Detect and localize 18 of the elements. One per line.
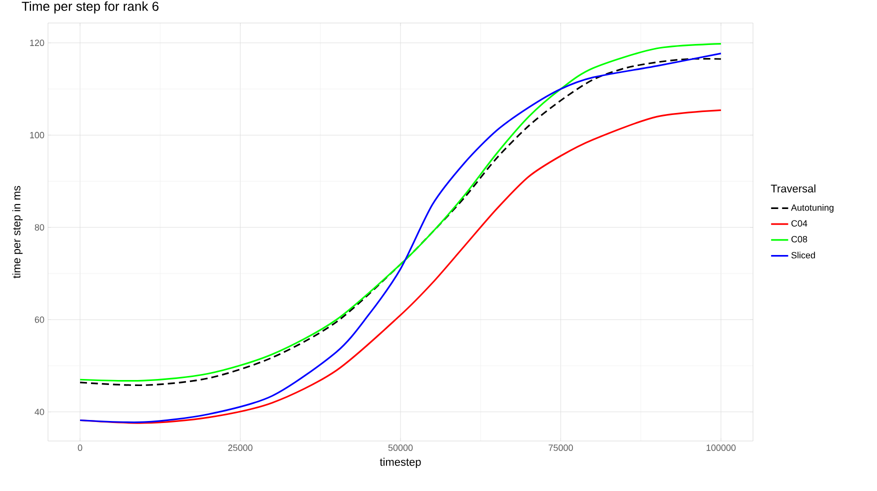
y-tick-label: 80 <box>34 224 44 231</box>
y-tick-label: 120 <box>30 40 44 46</box>
legend-label: C08 <box>791 236 808 242</box>
y-tick-label: 100 <box>30 132 44 138</box>
x-tick-label: 50000 <box>388 444 413 451</box>
y-tick-label: 40 <box>34 408 44 416</box>
legend-label: Autotuning <box>790 204 834 213</box>
y-axis-title: time per step in ms <box>12 186 23 278</box>
chart-title: Time per step for rank 6 <box>22 1 158 14</box>
x-tick-label: 25000 <box>228 444 252 451</box>
y-tick-label: 60 <box>34 316 44 323</box>
x-tick-label: 75000 <box>548 444 573 451</box>
legend-label: Sliced <box>791 252 815 258</box>
x-axis-title: timestep <box>380 458 421 468</box>
legend-title: Traversal <box>770 184 816 192</box>
x-tick-label: 100000 <box>706 444 736 451</box>
x-tick-label: 0 <box>78 444 82 451</box>
legend-label: C04 <box>791 220 808 227</box>
